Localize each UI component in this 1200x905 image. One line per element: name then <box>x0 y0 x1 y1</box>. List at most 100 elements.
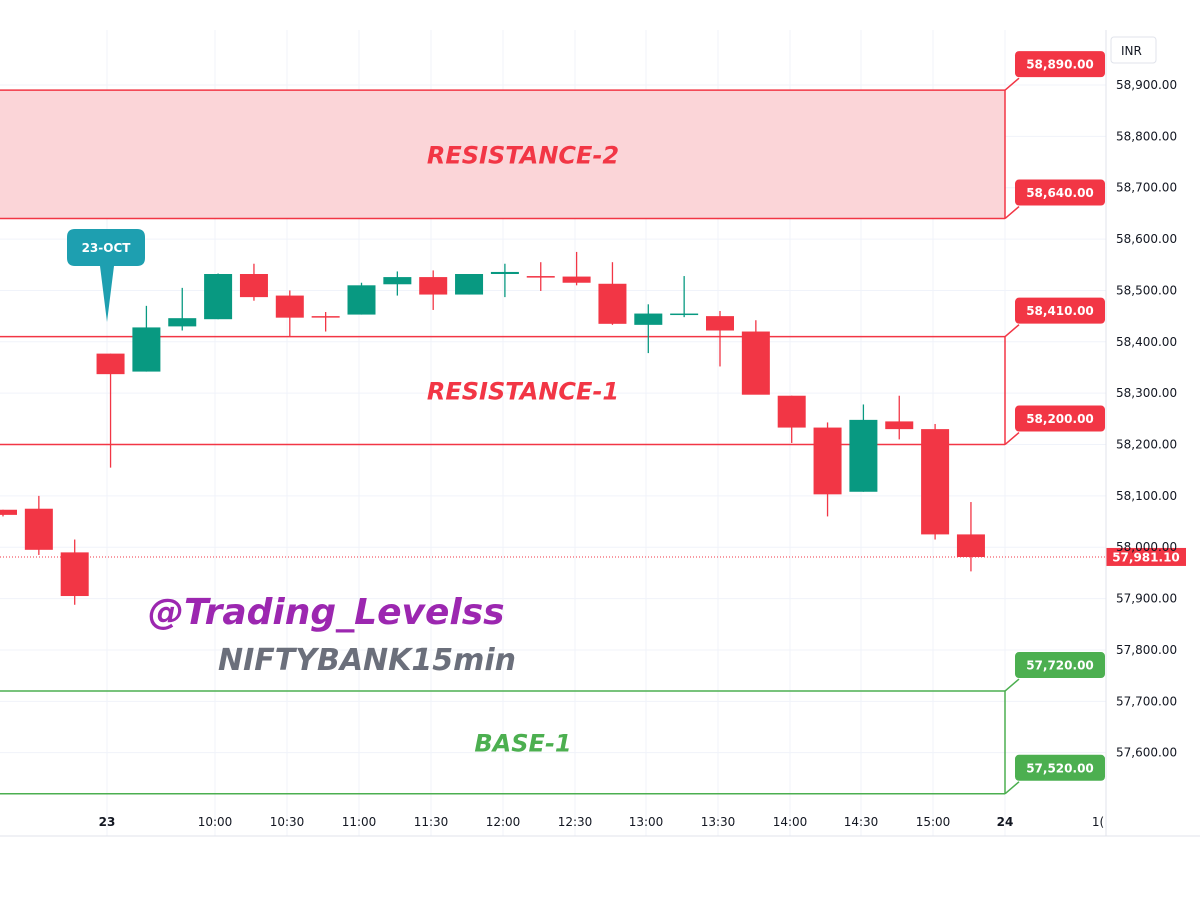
candle-body <box>96 353 125 375</box>
candle <box>921 423 950 540</box>
candle <box>526 262 555 291</box>
candle <box>956 502 985 572</box>
tag-box <box>1015 652 1105 679</box>
candle <box>96 353 125 468</box>
candle <box>239 263 268 301</box>
tag-box <box>1015 297 1105 324</box>
zone-fill <box>0 90 1005 219</box>
time-tick-label: 23 <box>99 815 116 829</box>
candle <box>311 312 340 332</box>
tag-box <box>1015 179 1105 206</box>
tag-label: 57,720.00 <box>1026 659 1094 673</box>
time-tick-label: 13:30 <box>701 815 736 829</box>
candle <box>670 276 699 318</box>
zone-label: RESISTANCE-2 <box>427 141 619 169</box>
candle-body <box>455 274 484 295</box>
candles <box>0 251 985 605</box>
candle-body <box>311 316 340 318</box>
tag-pointer <box>1004 781 1020 795</box>
candle <box>275 290 304 337</box>
candle <box>885 395 914 440</box>
time-tick-label: 15:00 <box>916 815 951 829</box>
tag-pointer <box>1004 324 1020 338</box>
zones: RESISTANCE-2 RESISTANCE-1 BASE-1 <box>0 89 1006 795</box>
callout-text: 23-OCT <box>82 241 132 255</box>
candle-body <box>562 276 591 283</box>
currency-label: INR <box>1121 44 1142 58</box>
tag-pointer <box>1004 205 1020 220</box>
candle <box>813 422 842 517</box>
candle <box>132 305 161 372</box>
symbol-label: NIFTYBANK15min <box>218 643 516 678</box>
time-axis[interactable]: 23 10:00 10:30 11:00 11:30 12:00 12:30 13:00 13:… <box>99 815 1105 829</box>
price-tick-label: 58,600.00 <box>1116 232 1177 246</box>
candle-body <box>956 534 985 557</box>
time-tick-label: 10:30 <box>270 815 305 829</box>
time-tick-label: 14:00 <box>773 815 808 829</box>
candle <box>347 282 376 315</box>
candle-body <box>419 277 448 295</box>
price-tick-label: 58,800.00 <box>1116 129 1177 143</box>
overlay: 57,981.10 <box>0 547 1186 566</box>
candle <box>634 304 663 354</box>
current-price-tag <box>1106 547 1186 566</box>
candle <box>60 539 89 605</box>
candle <box>455 274 484 295</box>
level-tag: 58,890.00 <box>1004 51 1105 91</box>
date-callout: 23-OCT <box>67 229 145 322</box>
author-handle: @Trading_Levelss <box>148 592 505 633</box>
level-tag: 58,640.00 <box>1004 179 1105 220</box>
candle <box>383 271 412 296</box>
tag-pointer <box>1004 431 1020 446</box>
tag-box <box>1015 754 1105 781</box>
candle-body <box>634 313 663 325</box>
price-tick-label: 57,900.00 <box>1116 592 1177 606</box>
candle-body <box>706 316 734 331</box>
tag-pointer <box>1004 678 1020 692</box>
tag-label: 58,640.00 <box>1026 186 1094 200</box>
time-tick-label: 10:00 <box>198 815 233 829</box>
candle <box>777 395 806 443</box>
candle-body <box>670 313 699 316</box>
tag-label: 58,200.00 <box>1026 412 1094 426</box>
candle <box>706 310 734 367</box>
level-tags: 58,890.00 58,640.00 58,410.00 58,200.00 57,7… <box>1004 51 1105 795</box>
candle-body <box>60 552 89 597</box>
price-tick-label: 58,400.00 <box>1116 335 1177 349</box>
tag-label: 57,520.00 <box>1026 761 1094 775</box>
candle-body <box>921 429 950 535</box>
zone-label: RESISTANCE-1 <box>427 378 619 406</box>
candle <box>741 320 770 395</box>
tag-label: 58,890.00 <box>1026 58 1094 72</box>
time-tick-label: 24 <box>997 815 1014 829</box>
candle-body <box>132 327 161 372</box>
candle-body <box>0 509 17 515</box>
price-tick-label: 58,500.00 <box>1116 283 1177 297</box>
candle-body <box>168 318 197 327</box>
price-tick-label: 58,100.00 <box>1116 489 1177 503</box>
tag-label: 58,410.00 <box>1026 304 1094 318</box>
candle-body <box>885 421 914 430</box>
price-axis[interactable]: 58,900.00 58,800.00 58,700.00 58,600.00 58,5… <box>1116 78 1177 760</box>
candle <box>168 287 197 331</box>
candle-body <box>347 285 376 315</box>
time-tick-label: 12:00 <box>486 815 521 829</box>
callout-bubble <box>67 229 145 322</box>
level-tag: 58,200.00 <box>1004 405 1105 446</box>
candle-body <box>383 277 412 285</box>
tag-box <box>1015 405 1105 432</box>
price-tick-label: 57,600.00 <box>1116 746 1177 760</box>
candle-body <box>275 295 304 318</box>
tag-pointer <box>1004 77 1020 91</box>
tag-box <box>1015 51 1105 78</box>
candle <box>849 404 878 492</box>
candle-body <box>204 274 233 320</box>
level-tag: 57,520.00 <box>1004 754 1105 795</box>
candle-body <box>598 283 627 324</box>
price-tick-label: 58,900.00 <box>1116 78 1177 92</box>
level-tag: 58,410.00 <box>1004 297 1105 338</box>
candle <box>598 262 627 325</box>
currency-box[interactable]: INR <box>1110 36 1157 64</box>
candle <box>419 270 448 310</box>
